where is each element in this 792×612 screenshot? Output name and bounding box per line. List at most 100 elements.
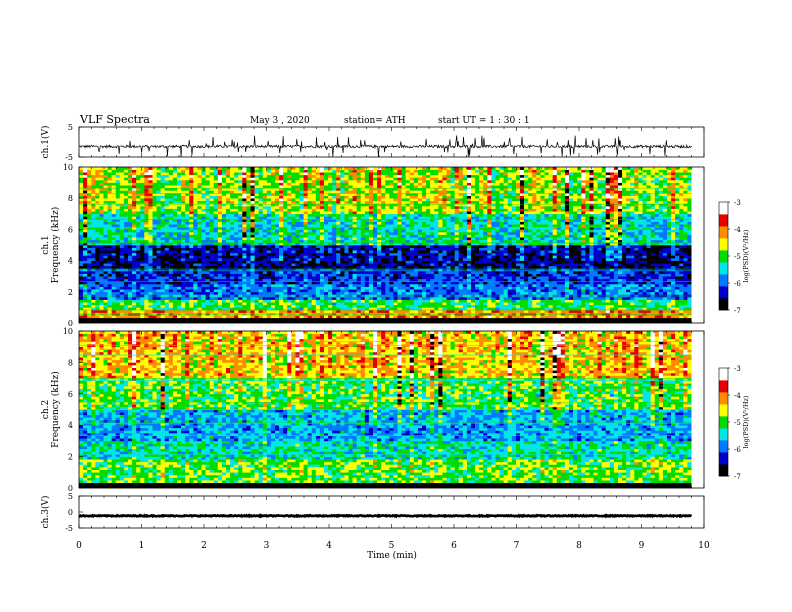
ch1-spectrogram-cell <box>332 252 337 256</box>
ch1-spectrogram-cell <box>303 221 308 225</box>
ch1-spectrogram-cell <box>324 297 329 300</box>
ch1-spectrogram-cell <box>234 213 239 217</box>
ch1-spectrogram-cell <box>91 271 96 274</box>
ch1-spectrogram-cell <box>348 284 353 287</box>
ch1-spectrogram-cell <box>283 317 288 321</box>
ch1-spectrogram-cell <box>381 284 386 287</box>
ch1-spectrogram-cell <box>328 187 333 191</box>
ch1-spectrogram-cell <box>156 271 161 274</box>
ch1-spectrogram-cell <box>79 265 84 269</box>
ch1-spectrogram-cell <box>238 320 243 324</box>
ch1-spectrogram-cell <box>148 265 153 269</box>
ch1-spectrogram-cell <box>144 206 149 209</box>
ch1-spectrogram-cell <box>234 289 239 293</box>
ch1-spectrogram-cell <box>275 260 280 264</box>
ch1-spectrogram-cell <box>307 219 313 222</box>
ch1-spectrogram-cell <box>144 169 149 173</box>
ch1-spectrogram-cell <box>307 182 313 186</box>
ch1-spectrogram-cell <box>242 172 247 176</box>
ch1-spectrogram-cell <box>344 172 349 176</box>
ch1-spectrogram-cell <box>389 193 394 196</box>
ch1-spectrogram-cell <box>103 271 108 274</box>
ch1-spectrogram-cell <box>91 258 96 261</box>
ch1-spectrogram-cell <box>103 193 108 196</box>
ch1-spectrogram-cell <box>324 307 329 311</box>
ch1-spectrogram-cell <box>213 172 219 176</box>
ch1-spectrogram-cell <box>307 289 313 293</box>
ch1-spectrogram-cell <box>185 268 190 272</box>
ch1-spectrogram-cell <box>172 200 178 204</box>
ch1-spectrogram-cell <box>185 263 190 267</box>
ch1-spectrogram-cell <box>373 198 378 202</box>
ch1-spectrogram-cell <box>250 182 255 186</box>
ch1-spectrogram-cell <box>377 304 382 308</box>
ch1-spectrogram-cell <box>123 260 129 264</box>
ch1-spectrogram-cell <box>213 211 219 215</box>
ch1-spectrogram-cell <box>152 185 157 189</box>
ch1-spectrogram-cell <box>156 247 161 251</box>
ch1-spectrogram-cell <box>136 185 141 189</box>
ch1-spectrogram-cell <box>238 172 243 176</box>
ch1-spectrogram-cell <box>185 265 190 269</box>
ch1-spectrogram-cell <box>201 289 206 293</box>
ch1-spectrogram-cell <box>344 208 349 212</box>
ch1-spectrogram-cell <box>132 278 137 282</box>
ch1-spectrogram-cell <box>128 245 133 248</box>
ch1-spectrogram-cell <box>381 242 386 246</box>
ch1-spectrogram-cell <box>217 190 223 194</box>
ch1-spectrogram-cell <box>136 304 141 308</box>
ch1-spectrogram-cell <box>409 265 415 269</box>
ch1-spectrogram-cell <box>99 320 104 324</box>
ch1-spectrogram-cell <box>393 252 398 256</box>
ch1-spectrogram-cell <box>340 185 345 189</box>
ch1-spectrogram-cell <box>95 185 100 189</box>
ch1-spectrogram-cell <box>193 252 198 256</box>
ch1-spectrogram-cell <box>360 185 366 189</box>
ch1-spectrogram-cell <box>393 320 398 324</box>
ch1-waveform-frame <box>78 126 705 158</box>
ch1-spectrogram-cell <box>373 234 378 238</box>
ch1-spectrogram-cell <box>189 276 194 280</box>
ch1-spectrogram-cell <box>303 226 308 230</box>
ch1-spectrogram-cell <box>140 265 145 269</box>
ch1-spectrogram-cell <box>181 167 186 170</box>
ch1-spectrogram-cell <box>401 234 406 238</box>
ch1-spectrogram-cell <box>377 265 382 269</box>
ch1-spectrogram-cell <box>156 315 161 319</box>
ch1-spectrogram-cell <box>128 195 133 199</box>
ch1-spectrogram-cell <box>217 281 223 285</box>
ch1-spectrogram-cell <box>279 213 284 217</box>
ch1-spectrogram-cell <box>217 276 223 280</box>
ch1-spectrogram-cell <box>119 304 125 308</box>
ch1-spectrogram-cell <box>324 312 329 316</box>
ch1-spectrogram-cell <box>95 286 100 290</box>
ch1-spectrogram-cell <box>250 172 255 176</box>
ch1-spectrogram-cell <box>156 185 161 189</box>
ch1-spectrogram-cell <box>352 281 357 285</box>
ch1-spectrogram-cell <box>377 286 382 290</box>
ch1-spectrogram-cell <box>201 187 206 191</box>
ch1-spectrogram-cell <box>181 315 186 319</box>
ch1-spectrogram-cell <box>221 239 227 243</box>
ch1-spectrogram-cell <box>303 234 308 238</box>
ch1-spectrogram-cell <box>189 180 194 183</box>
ch1-spectrogram-cell <box>315 167 321 170</box>
ch1-spectrogram-cell <box>164 289 170 293</box>
ch1-spectrogram-cell <box>164 208 170 212</box>
ch1-spectrogram-cell <box>377 242 382 246</box>
ch1-spectrogram-cell <box>352 198 357 202</box>
ch1-spectrogram-cell <box>128 273 133 277</box>
ch1-spectrogram-cell <box>381 226 386 230</box>
ch1-spectrogram-cell <box>283 200 288 204</box>
ch1-spectrogram-cell <box>373 291 378 295</box>
ch1-spectrogram-cell <box>291 278 296 282</box>
ch1-spectrogram-cell <box>299 302 304 306</box>
ch1-spectrogram-cell <box>389 198 394 202</box>
ch1-spectrogram-cell <box>262 260 268 264</box>
ch1-spectrogram-cell <box>79 237 84 241</box>
ch1-spectrogram-cell <box>397 312 402 316</box>
ch1-spectrogram-cell <box>385 278 390 282</box>
ch1-spectrogram-cell <box>177 297 182 300</box>
ch1-spectrogram-cell <box>148 177 153 181</box>
ch1-spectrogram-cell <box>156 174 161 178</box>
